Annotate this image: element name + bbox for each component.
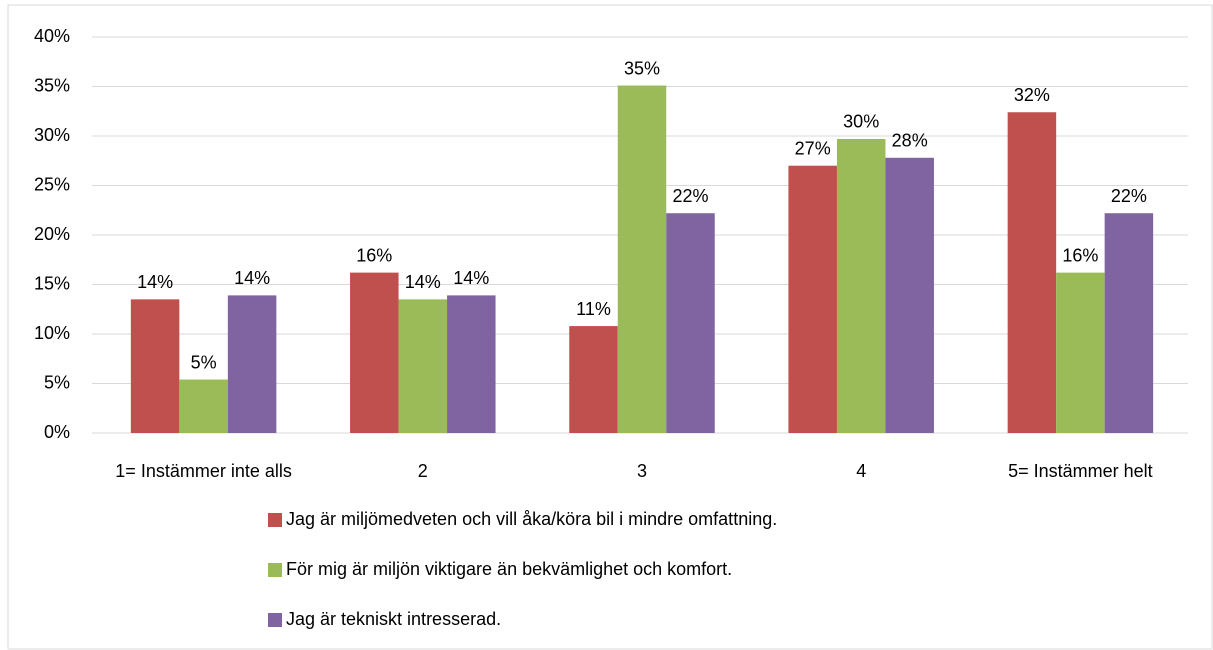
bar bbox=[1104, 213, 1154, 433]
y-tick-label: 35% bbox=[34, 75, 70, 95]
bar bbox=[447, 295, 496, 433]
x-tick-label: 2 bbox=[418, 461, 428, 481]
data-label: 14% bbox=[137, 272, 173, 292]
data-label: 22% bbox=[672, 186, 708, 206]
bar bbox=[1056, 272, 1105, 433]
data-label: 14% bbox=[453, 268, 489, 288]
data-label: 14% bbox=[234, 268, 270, 288]
data-label: 16% bbox=[356, 245, 392, 265]
y-tick-label: 15% bbox=[34, 273, 70, 293]
legend-swatch bbox=[268, 613, 282, 627]
data-label: 5% bbox=[191, 352, 217, 372]
bar bbox=[788, 165, 837, 433]
x-tick-label: 4 bbox=[856, 461, 866, 481]
data-label: 32% bbox=[1014, 85, 1050, 105]
y-tick-label: 30% bbox=[34, 125, 70, 145]
data-label: 16% bbox=[1062, 245, 1098, 265]
bar bbox=[130, 299, 180, 433]
y-tick-label: 40% bbox=[34, 26, 70, 46]
bar bbox=[885, 157, 934, 433]
bar bbox=[569, 326, 618, 433]
bar bbox=[227, 295, 277, 433]
chart-frame bbox=[7, 4, 1213, 650]
data-label: 22% bbox=[1111, 186, 1147, 206]
data-label: 28% bbox=[892, 131, 928, 151]
data-label: 14% bbox=[405, 272, 441, 292]
x-tick-label: 1= Instämmer inte alls bbox=[115, 461, 292, 481]
y-tick-label: 25% bbox=[34, 174, 70, 194]
y-tick-label: 0% bbox=[44, 422, 70, 442]
legend-label: För mig är miljön viktigare än bekvämlig… bbox=[286, 559, 732, 579]
x-tick-label: 5= Instämmer helt bbox=[1008, 461, 1153, 481]
data-label: 11% bbox=[576, 299, 611, 319]
y-tick-label: 20% bbox=[34, 224, 70, 244]
bar bbox=[666, 213, 715, 433]
y-tick-label: 10% bbox=[34, 323, 70, 343]
bar bbox=[398, 299, 448, 433]
x-tick-label: 3 bbox=[637, 461, 647, 481]
bar bbox=[836, 138, 886, 433]
legend-swatch bbox=[268, 513, 282, 527]
data-label: 30% bbox=[843, 112, 879, 132]
data-label: 27% bbox=[795, 138, 831, 158]
y-tick-label: 5% bbox=[44, 372, 70, 392]
bar bbox=[617, 85, 667, 433]
legend-swatch bbox=[268, 563, 282, 577]
bar bbox=[179, 379, 228, 433]
bar bbox=[350, 272, 399, 433]
legend-label: Jag är miljömedveten och vill åka/köra b… bbox=[286, 509, 777, 529]
data-label: 35% bbox=[624, 58, 660, 78]
bar bbox=[1007, 112, 1057, 434]
legend-label: Jag är tekniskt intresserad. bbox=[286, 609, 501, 629]
